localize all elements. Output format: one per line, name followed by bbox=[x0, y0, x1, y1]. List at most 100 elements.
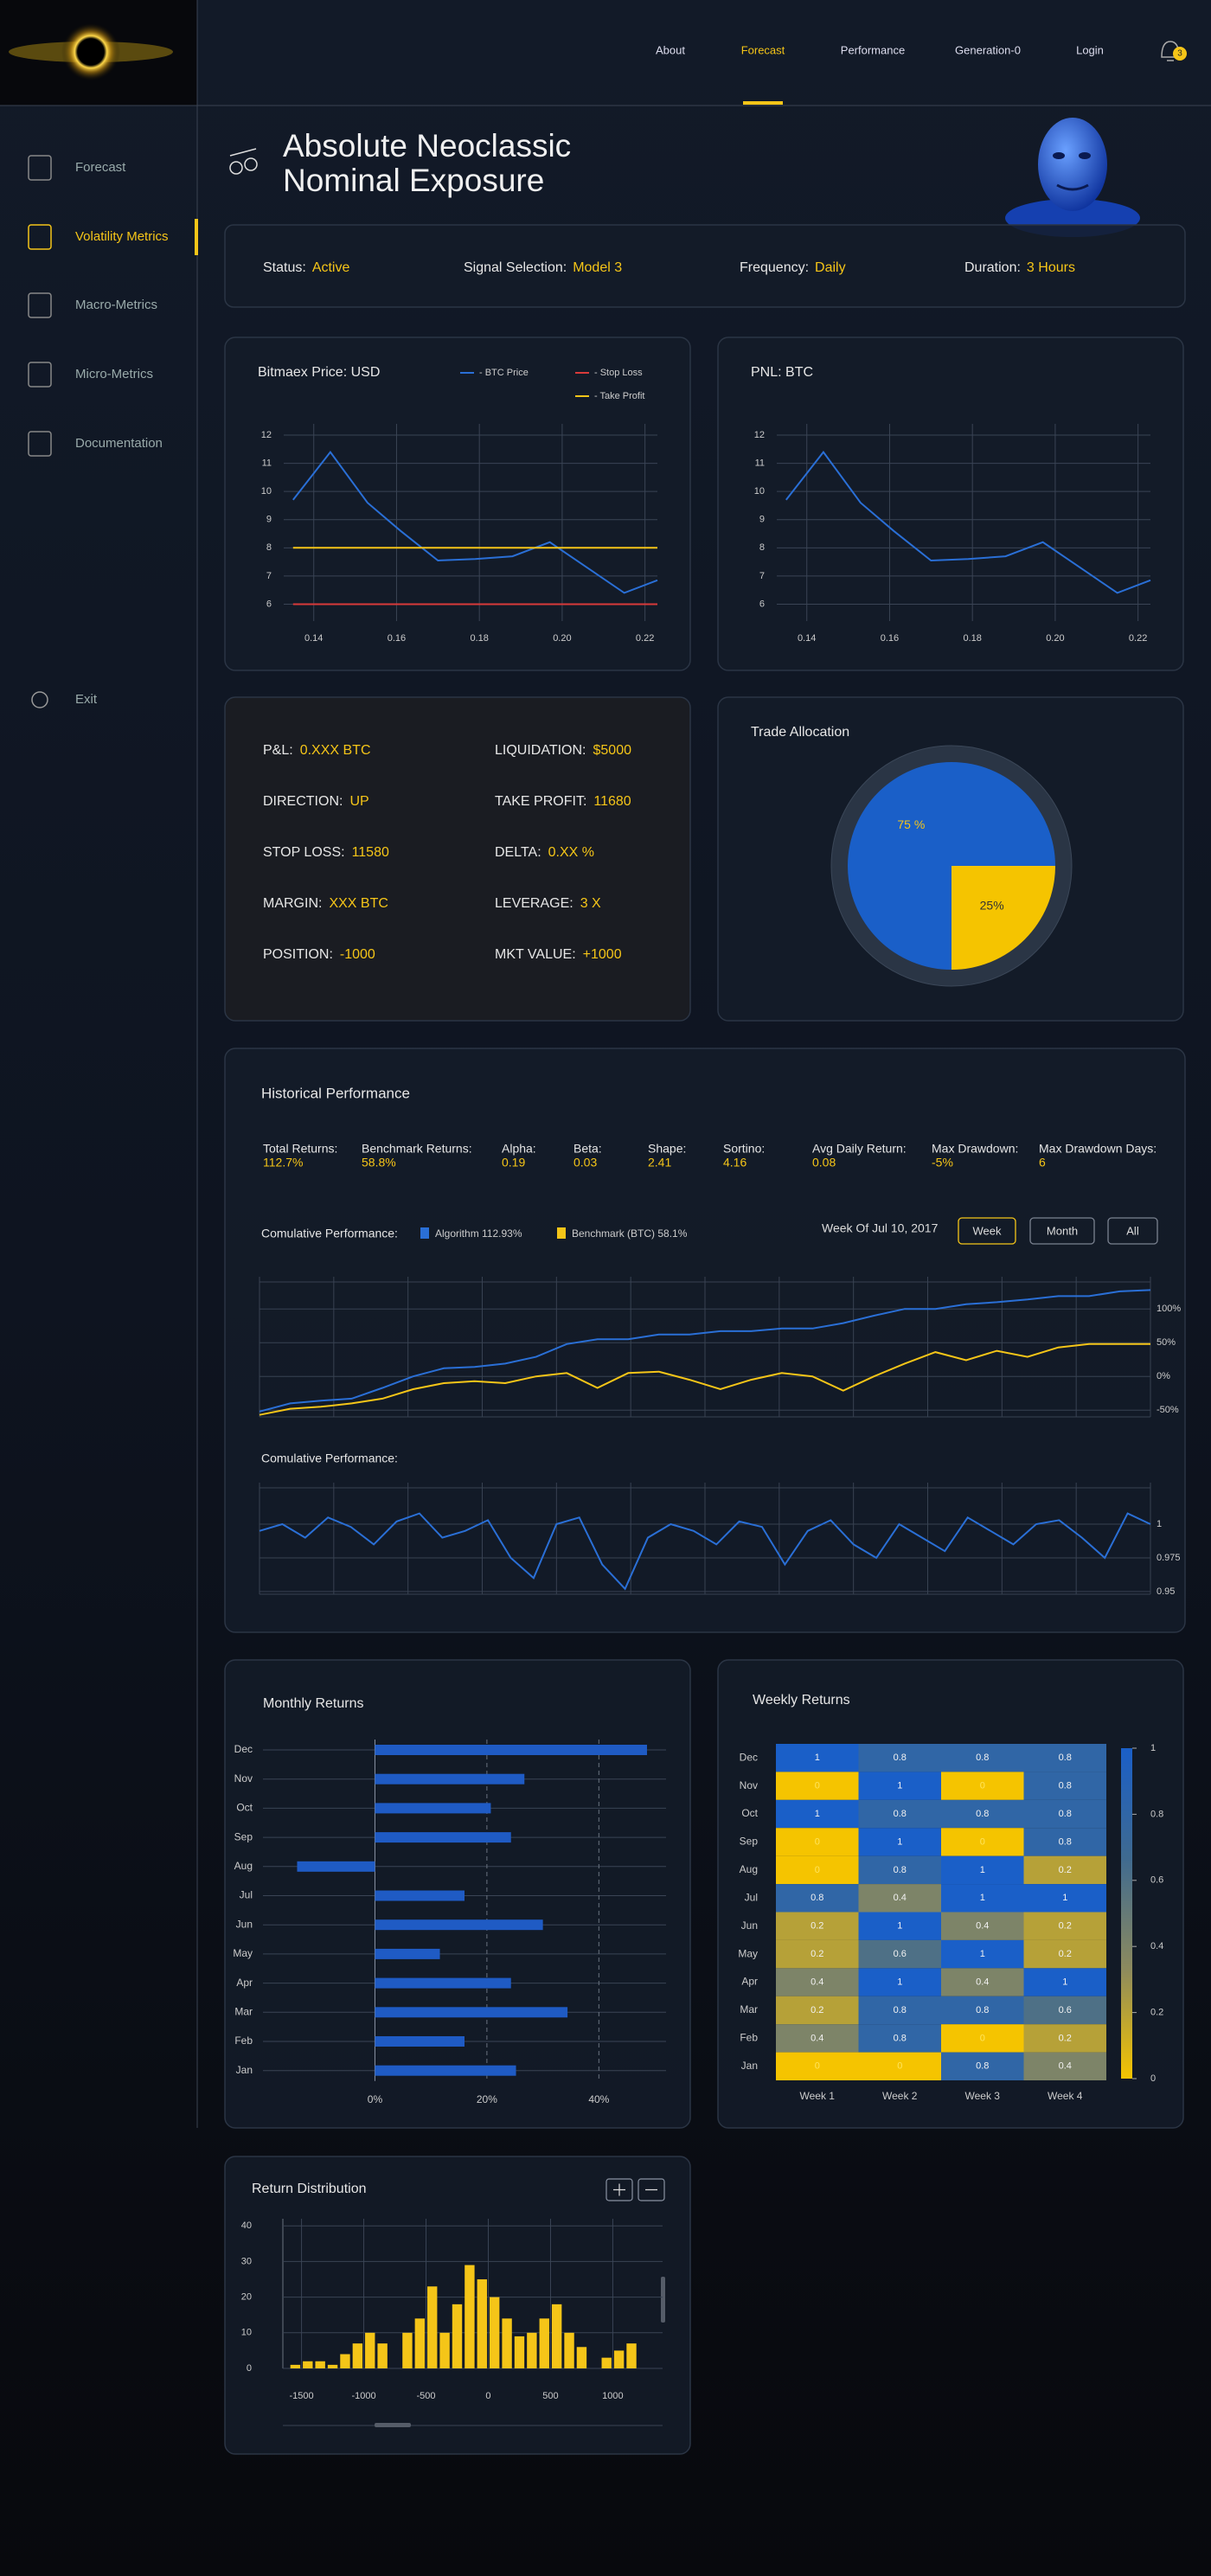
page-title: Absolute Neoclassic bbox=[283, 128, 571, 163]
cell-label: 0.8 bbox=[894, 1753, 907, 1763]
cell-label: 0.4 bbox=[976, 1921, 989, 1932]
sidebar-icon bbox=[28, 155, 52, 181]
col-label: Week 1 bbox=[800, 2090, 836, 2102]
status-card bbox=[224, 224, 1186, 308]
metric-label: Alpha: bbox=[502, 1142, 536, 1156]
sidebar-link[interactable]: Volatility Metrics bbox=[75, 229, 169, 244]
button-label[interactable]: All bbox=[1126, 1224, 1139, 1237]
y-tick-label: 0.95 bbox=[1157, 1586, 1175, 1597]
sidebar-active bbox=[195, 219, 198, 255]
heat-cell bbox=[941, 1828, 1024, 1856]
cell-label: 1 bbox=[980, 1865, 985, 1875]
y-tick-label: 7 bbox=[266, 571, 272, 581]
cell-label: 0.2 bbox=[1059, 1921, 1072, 1932]
hist-bar bbox=[439, 2332, 450, 2368]
cell-label: 0 bbox=[815, 1836, 820, 1847]
position-label: MKT VALUE: bbox=[495, 947, 576, 962]
legend-label: - Stop Loss bbox=[594, 368, 643, 378]
row-label: Dec bbox=[740, 1751, 758, 1763]
period-button[interactable] bbox=[1029, 1217, 1095, 1245]
heat-cell bbox=[1023, 1884, 1106, 1913]
y-tick-label: 10 bbox=[754, 486, 765, 497]
cell-label: 1 bbox=[1062, 1977, 1067, 1987]
chart-title: Comulative Performance: bbox=[261, 1227, 398, 1240]
bar bbox=[375, 1948, 440, 1959]
position-value: $5000 bbox=[593, 743, 632, 758]
y-tick-label: Apr bbox=[236, 1977, 253, 1989]
sidebar-link[interactable]: Documentation bbox=[75, 436, 163, 451]
row-label: Jul bbox=[745, 1891, 758, 1903]
status-value: Active bbox=[312, 260, 350, 275]
y-tick-label: Jan bbox=[236, 2064, 253, 2076]
heat-cell bbox=[941, 1912, 1024, 1940]
position-card bbox=[224, 696, 691, 1022]
cell-label: 1 bbox=[980, 1893, 985, 1903]
bar bbox=[375, 1832, 511, 1843]
y-tick-label: 9 bbox=[266, 515, 272, 525]
cell-label: 0.8 bbox=[1059, 1836, 1072, 1847]
hist-bar bbox=[377, 2343, 388, 2368]
cell-label: 0.8 bbox=[894, 2033, 907, 2043]
metric-label: Max Drawdown Days: bbox=[1039, 1142, 1157, 1156]
cell-label: 0 bbox=[815, 1865, 820, 1875]
nav-link[interactable]: About bbox=[656, 43, 685, 56]
heat-cell bbox=[941, 2024, 1024, 2053]
x-tick-label: 0.20 bbox=[553, 633, 571, 644]
slice-label: 75 % bbox=[897, 817, 925, 831]
row-label: Jun bbox=[741, 1919, 758, 1932]
status-label: Frequency: bbox=[740, 260, 809, 275]
position-value: 11580 bbox=[352, 845, 389, 860]
hist-bar bbox=[477, 2279, 487, 2368]
legend-swatch bbox=[557, 1227, 566, 1239]
sidebar-link[interactable]: Forecast bbox=[75, 160, 126, 175]
heat-cell bbox=[1023, 1772, 1106, 1800]
badge bbox=[1173, 47, 1187, 61]
cell-label: 0 bbox=[897, 2061, 902, 2072]
y-tick-label: -50% bbox=[1157, 1405, 1179, 1415]
cell-label: 0.2 bbox=[1059, 1949, 1072, 1959]
position-label: LEVERAGE: bbox=[495, 896, 573, 911]
period-label: Week Of Jul 10, 2017 bbox=[822, 1221, 939, 1235]
sidebar-link[interactable]: Macro-Metrics bbox=[75, 298, 157, 312]
cell-label: 0.8 bbox=[894, 1809, 907, 1819]
scrollbar-h[interactable] bbox=[375, 2423, 411, 2427]
sidebar-icon bbox=[28, 224, 52, 250]
badge-count: 3 bbox=[1177, 49, 1182, 59]
button-label[interactable]: Week bbox=[973, 1224, 1002, 1237]
legend-label: Benchmark (BTC) 58.1% bbox=[572, 1227, 688, 1240]
position-label: TAKE PROFIT: bbox=[495, 794, 586, 809]
cell-label: 0.8 bbox=[894, 2005, 907, 2015]
cell-label: 0 bbox=[815, 2061, 820, 2072]
dist-controls[interactable] bbox=[606, 2178, 665, 2201]
period-button[interactable] bbox=[1107, 1217, 1158, 1245]
period-button[interactable] bbox=[958, 1217, 1016, 1245]
button-label[interactable]: Month bbox=[1047, 1224, 1078, 1237]
metric-value: 0.03 bbox=[573, 1156, 597, 1169]
cell-label: 0 bbox=[980, 1836, 985, 1847]
nav-link[interactable]: Performance bbox=[841, 43, 905, 56]
exit-icon[interactable] bbox=[31, 691, 48, 708]
row-label: Mar bbox=[740, 2003, 758, 2015]
sidebar-exit[interactable]: Exit bbox=[75, 692, 98, 707]
pie-slice bbox=[952, 866, 1055, 970]
y-tick-label: May bbox=[233, 1947, 253, 1959]
hist-bar bbox=[290, 2364, 301, 2368]
scrollbar-v[interactable] bbox=[661, 2277, 665, 2323]
heat-cell bbox=[941, 1939, 1024, 1969]
nav-link[interactable]: Forecast bbox=[741, 43, 785, 56]
sidebar-link[interactable]: Micro-Metrics bbox=[75, 367, 153, 381]
chart-title: Trade Allocation bbox=[751, 725, 849, 740]
y-tick-label: 20 bbox=[241, 2292, 252, 2303]
cell-label: 0.2 bbox=[811, 1949, 823, 1959]
nav-link[interactable]: Generation-0 bbox=[955, 43, 1021, 56]
metric-label: Benchmark Returns: bbox=[362, 1142, 472, 1156]
metric-value: 0.08 bbox=[812, 1156, 836, 1169]
nav-link[interactable]: Login bbox=[1076, 43, 1104, 56]
cell-label: 0.8 bbox=[976, 1753, 989, 1763]
x-tick-label: 0 bbox=[485, 2391, 490, 2401]
cell-label: 1 bbox=[897, 1836, 902, 1847]
position-value: -1000 bbox=[340, 947, 375, 962]
sidebar-icon bbox=[28, 362, 52, 388]
position-label: POSITION: bbox=[263, 947, 333, 962]
y-tick-label: Nov bbox=[234, 1772, 253, 1785]
